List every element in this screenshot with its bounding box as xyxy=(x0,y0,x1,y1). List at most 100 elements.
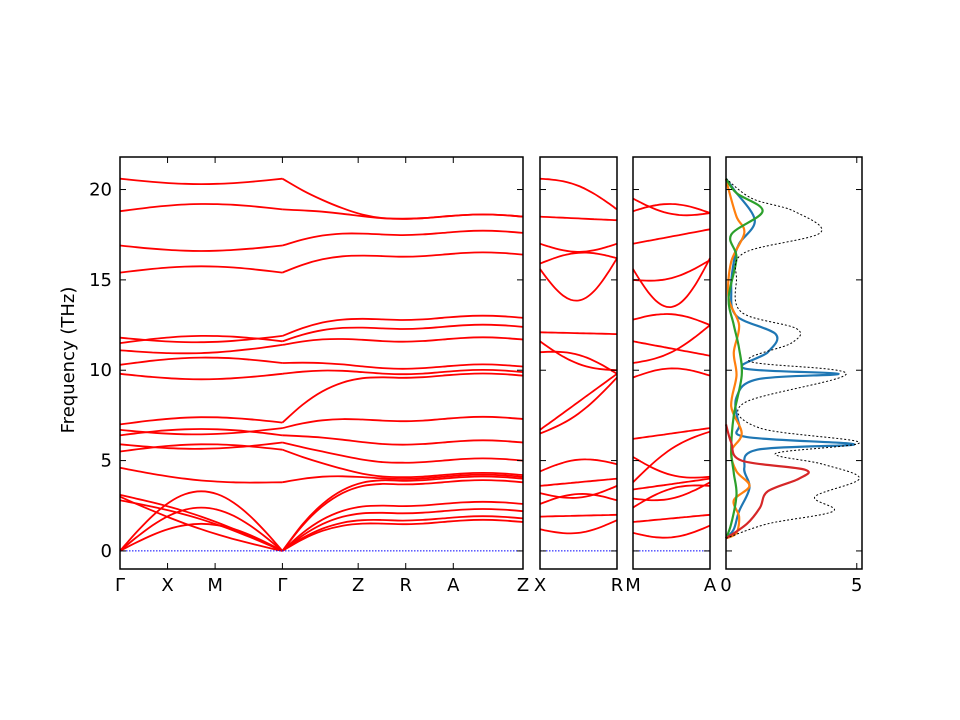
band-branch xyxy=(632,524,711,539)
band-branch xyxy=(119,265,283,274)
band-panel-gamma-x-m-gamma-z-r-a-z: 0 5 10 15 20 Γ X M Γ Z R A Z xyxy=(89,156,529,596)
dos-partial-curve xyxy=(724,178,751,540)
band-branch xyxy=(119,372,283,381)
band-branch xyxy=(632,257,711,309)
band-branch xyxy=(632,203,711,214)
band-branch xyxy=(539,251,618,265)
band-branch xyxy=(282,368,524,376)
band-branch xyxy=(119,494,283,552)
band-branch xyxy=(539,485,618,499)
x-tick-label: 0 xyxy=(720,575,731,596)
dos-partial-curve xyxy=(724,178,764,539)
band-branch xyxy=(282,229,524,247)
dos-partial-curve xyxy=(725,178,856,540)
band-branch xyxy=(282,251,524,274)
dos-partial-curve xyxy=(724,424,810,540)
band-branch xyxy=(119,203,283,213)
band-branch xyxy=(539,513,618,518)
band-branch xyxy=(632,427,711,440)
band-branch xyxy=(282,473,524,484)
band-branch xyxy=(282,314,524,337)
band-branch xyxy=(119,244,283,252)
kpoint-label: Γ xyxy=(277,575,287,596)
band-branch xyxy=(119,356,283,366)
band-branch xyxy=(539,458,618,473)
band-branch xyxy=(119,495,283,552)
band-branch xyxy=(281,508,524,552)
band-branch xyxy=(282,448,524,479)
dos-total-curve xyxy=(725,178,860,539)
band-branch xyxy=(281,475,524,552)
band-branch xyxy=(119,506,283,552)
band-branch xyxy=(119,522,283,552)
band-branch xyxy=(539,373,618,431)
band-branch xyxy=(119,344,283,355)
band-branch xyxy=(632,456,711,479)
band-branch xyxy=(632,197,711,217)
y-axis-label: Frequency (THz) xyxy=(58,287,79,434)
band-branch xyxy=(539,477,618,487)
band-branch xyxy=(632,324,711,364)
band-branch xyxy=(632,313,711,326)
band-branch xyxy=(282,361,524,370)
band-branch xyxy=(281,500,524,552)
y-tick-label: 20 xyxy=(89,180,112,201)
y-tick-label: 0 xyxy=(101,541,112,562)
band-branch xyxy=(119,441,283,450)
kpoint-label: X xyxy=(161,575,173,596)
band-branch xyxy=(539,215,618,222)
band-branch xyxy=(281,177,524,220)
band-branch xyxy=(281,372,524,424)
kpoint-label: A xyxy=(704,575,717,596)
band-branch xyxy=(282,415,524,429)
kpoint-label: M xyxy=(625,575,641,596)
y-tick-label: 5 xyxy=(101,451,112,472)
band-branch xyxy=(119,335,283,344)
kpoint-label: Z xyxy=(517,575,529,596)
y-tick-label: 10 xyxy=(89,360,112,381)
band-branch xyxy=(539,519,618,535)
band-branch xyxy=(632,228,711,245)
band-branch xyxy=(539,376,618,435)
band-branch xyxy=(119,466,283,484)
band-branch xyxy=(539,493,618,505)
band-branch xyxy=(281,479,524,552)
plot-frame xyxy=(725,156,863,570)
band-branch xyxy=(119,427,283,436)
kpoint-label: M xyxy=(207,575,223,596)
band-branch xyxy=(282,323,524,343)
band-branch xyxy=(282,336,524,346)
band-branch xyxy=(632,481,711,502)
band-branch xyxy=(632,430,711,483)
band-branch xyxy=(632,513,711,523)
band-branch xyxy=(539,340,618,372)
band-branch xyxy=(282,434,524,446)
band-branch xyxy=(539,331,618,335)
kpoint-label: Z xyxy=(352,575,364,596)
band-branch xyxy=(539,177,618,211)
band-branch xyxy=(632,340,711,357)
band-branch xyxy=(119,416,283,426)
kpoint-label: A xyxy=(447,575,460,596)
plot-frame xyxy=(539,156,618,570)
band-branch xyxy=(632,477,711,491)
plot-frame xyxy=(632,156,711,570)
band-branch xyxy=(281,515,524,552)
band-branch xyxy=(281,518,524,552)
x-tick-label: 5 xyxy=(851,575,862,596)
band-branch xyxy=(539,257,618,302)
band-branch xyxy=(539,242,618,253)
band-branch xyxy=(539,350,618,375)
band-branch xyxy=(632,259,711,282)
band-branch xyxy=(119,443,283,453)
plot-frame xyxy=(119,156,524,570)
kpoint-label: X xyxy=(534,575,546,596)
band-branch xyxy=(282,441,524,464)
kpoint-label: Γ xyxy=(115,575,125,596)
band-branch xyxy=(632,367,711,379)
band-branch xyxy=(119,490,284,552)
